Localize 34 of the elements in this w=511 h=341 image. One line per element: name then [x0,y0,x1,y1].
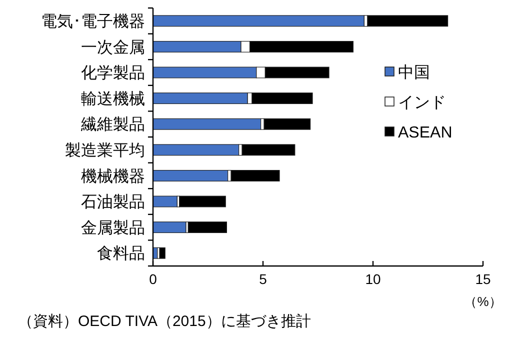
bar [242,144,296,156]
y-tick-label: 機械機器 [81,167,145,186]
bar [152,144,240,156]
x-tick-label: 5 [259,271,268,287]
y-tick-label: 一次金属 [81,39,145,56]
text: （資料）OECD TIVA（2015）に基づき推計 [18,313,311,330]
bar [264,118,311,130]
x-tick-label: 15 [475,271,491,287]
legend-label: インド [398,94,446,112]
bar [152,118,262,130]
legend-label: ASEAN [398,124,452,142]
y-tick-label: 輸送機械 [81,90,145,108]
bar [152,196,178,208]
x-axis-title: （%） [464,294,502,309]
x-tick-label: 0 [149,271,158,287]
bar [230,170,280,182]
y-tick-label: 繊維製品 [80,116,145,134]
bar [152,170,228,182]
bar [188,222,227,234]
y-tick-label: 石油製品 [81,193,145,212]
y-tick-label: 食料品 [97,244,145,263]
bar [179,196,226,208]
y-tick-label: 金属製品 [81,218,145,237]
legend-label: 中国 [398,64,430,82]
bar [252,92,313,104]
y-tick-label: 製造業平均 [65,142,145,160]
bar [152,15,364,27]
bar [152,92,248,104]
bar [159,247,166,259]
y-tick-label: 化学製品 [81,64,145,82]
bar [152,222,186,234]
y-tick-label: 電気･電子機器 [41,12,145,30]
x-tick-label: 10 [365,271,381,287]
bar [367,15,448,27]
